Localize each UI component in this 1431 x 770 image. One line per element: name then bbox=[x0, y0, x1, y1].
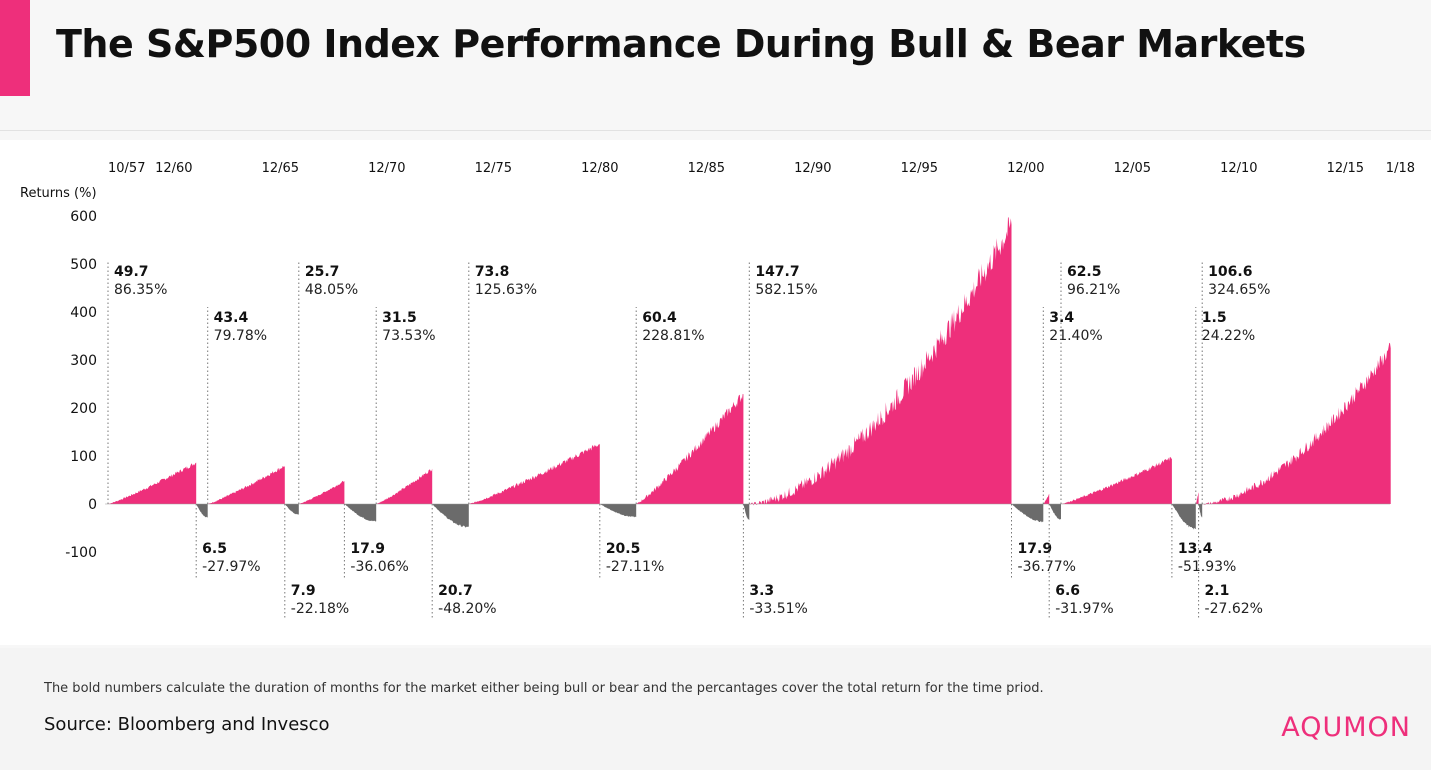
duration-months-label: 49.7 bbox=[114, 264, 149, 280]
bull-market-area bbox=[298, 480, 345, 504]
bear-market-area bbox=[344, 504, 377, 522]
y-tick-label: -100 bbox=[65, 545, 97, 561]
duration-months-label: 60.4 bbox=[642, 310, 677, 326]
duration-months-label: 62.5 bbox=[1067, 264, 1102, 280]
total-return-label: 125.63% bbox=[475, 282, 537, 298]
total-return-label: -22.18% bbox=[291, 601, 349, 617]
x-tick-label: 10/57 bbox=[108, 161, 145, 176]
duration-months-label: 17.9 bbox=[1018, 541, 1053, 557]
bear-market-area bbox=[432, 504, 469, 528]
duration-months-label: 6.6 bbox=[1055, 583, 1080, 599]
duration-months-label: 6.5 bbox=[202, 541, 227, 557]
total-return-label: 228.81% bbox=[642, 328, 704, 344]
duration-months-label: 25.7 bbox=[305, 264, 340, 280]
bull-market-area bbox=[749, 217, 1012, 506]
duration-months-label: 43.4 bbox=[214, 310, 249, 326]
x-tick-label: 12/10 bbox=[1220, 161, 1257, 176]
bull-market-area bbox=[1202, 342, 1391, 505]
duration-months-label: 73.8 bbox=[475, 264, 510, 280]
total-return-label: -31.97% bbox=[1055, 601, 1113, 617]
bull-market-area bbox=[108, 462, 197, 504]
x-tick-label: 12/15 bbox=[1327, 161, 1364, 176]
total-return-label: -36.77% bbox=[1018, 559, 1076, 575]
total-return-label: 324.65% bbox=[1208, 282, 1270, 298]
x-tick-label: 12/80 bbox=[581, 161, 618, 176]
duration-months-label: 147.7 bbox=[755, 264, 799, 280]
bear-market-area bbox=[196, 504, 208, 518]
duration-months-label: 31.5 bbox=[382, 310, 417, 326]
duration-months-label: 106.6 bbox=[1208, 264, 1252, 280]
bull-market-area bbox=[207, 465, 285, 504]
bear-market-area bbox=[599, 504, 637, 518]
duration-months-label: 20.5 bbox=[606, 541, 641, 557]
x-tick-label: 12/60 bbox=[155, 161, 192, 176]
x-tick-label: 1/18 bbox=[1386, 161, 1415, 176]
bull-market-area bbox=[1195, 492, 1199, 504]
total-return-label: -51.93% bbox=[1178, 559, 1236, 575]
total-return-label: -27.62% bbox=[1205, 601, 1263, 617]
aqumon-logo: AQUMON bbox=[1281, 712, 1411, 743]
y-tick-label: 300 bbox=[70, 353, 97, 369]
x-tick-label: 12/90 bbox=[794, 161, 831, 176]
total-return-label: 48.05% bbox=[305, 282, 358, 298]
bull-market-area bbox=[468, 443, 600, 504]
x-tick-label: 12/05 bbox=[1114, 161, 1151, 176]
plot-panel bbox=[0, 140, 1431, 645]
total-return-label: 582.15% bbox=[755, 282, 817, 298]
bull-market-area bbox=[376, 468, 433, 504]
y-tick-label: 500 bbox=[70, 257, 97, 273]
y-tick-label: 400 bbox=[70, 305, 97, 321]
source-label: Source: Bloomberg and Invesco bbox=[44, 714, 330, 735]
bear-market-area bbox=[1171, 504, 1196, 530]
x-tick-label: 12/95 bbox=[901, 161, 938, 176]
total-return-label: 73.53% bbox=[382, 328, 435, 344]
y-tick-label: 600 bbox=[70, 209, 97, 225]
x-tick-label: 12/75 bbox=[475, 161, 512, 176]
duration-months-label: 1.5 bbox=[1202, 310, 1227, 326]
total-return-label: 86.35% bbox=[114, 282, 167, 298]
total-return-label: -27.11% bbox=[606, 559, 664, 575]
footer-panel bbox=[0, 648, 1431, 770]
x-tick-label: 12/00 bbox=[1007, 161, 1044, 176]
divider bbox=[0, 130, 1431, 131]
footnote: The bold numbers calculate the duration … bbox=[44, 681, 1044, 696]
duration-months-label: 7.9 bbox=[291, 583, 316, 599]
duration-months-label: 17.9 bbox=[350, 541, 385, 557]
y-tick-label: 200 bbox=[70, 401, 97, 417]
duration-months-label: 3.3 bbox=[749, 583, 774, 599]
total-return-label: -48.20% bbox=[438, 601, 496, 617]
bear-market-area bbox=[1011, 504, 1044, 523]
duration-months-label: 2.1 bbox=[1205, 583, 1230, 599]
bear-market-area bbox=[1198, 504, 1203, 518]
bull-market-area bbox=[636, 393, 744, 504]
x-tick-label: 12/70 bbox=[368, 161, 405, 176]
x-tick-label: 12/85 bbox=[688, 161, 725, 176]
x-tick-label: 12/65 bbox=[262, 161, 299, 176]
total-return-label: 79.78% bbox=[214, 328, 267, 344]
total-return-label: 21.40% bbox=[1049, 328, 1102, 344]
duration-months-label: 13.4 bbox=[1178, 541, 1213, 557]
y-axis-title: Returns (%) bbox=[20, 186, 97, 201]
bear-market-area bbox=[743, 504, 750, 521]
accent-bar bbox=[0, 0, 30, 96]
bear-market-area bbox=[1049, 504, 1061, 520]
duration-months-label: 3.4 bbox=[1049, 310, 1074, 326]
y-tick-label: 0 bbox=[88, 497, 97, 513]
total-return-label: -27.97% bbox=[202, 559, 260, 575]
bull-market-area bbox=[1043, 493, 1050, 504]
total-return-label: -36.06% bbox=[350, 559, 408, 575]
duration-months-label: 20.7 bbox=[438, 583, 473, 599]
bear-market-area bbox=[284, 504, 299, 515]
total-return-label: 96.21% bbox=[1067, 282, 1120, 298]
page-title: The S&P500 Index Performance During Bull… bbox=[56, 22, 1306, 66]
total-return-label: -33.51% bbox=[749, 601, 807, 617]
bull-market-area bbox=[1061, 456, 1172, 504]
total-return-label: 24.22% bbox=[1202, 328, 1255, 344]
y-tick-label: 100 bbox=[70, 449, 97, 465]
